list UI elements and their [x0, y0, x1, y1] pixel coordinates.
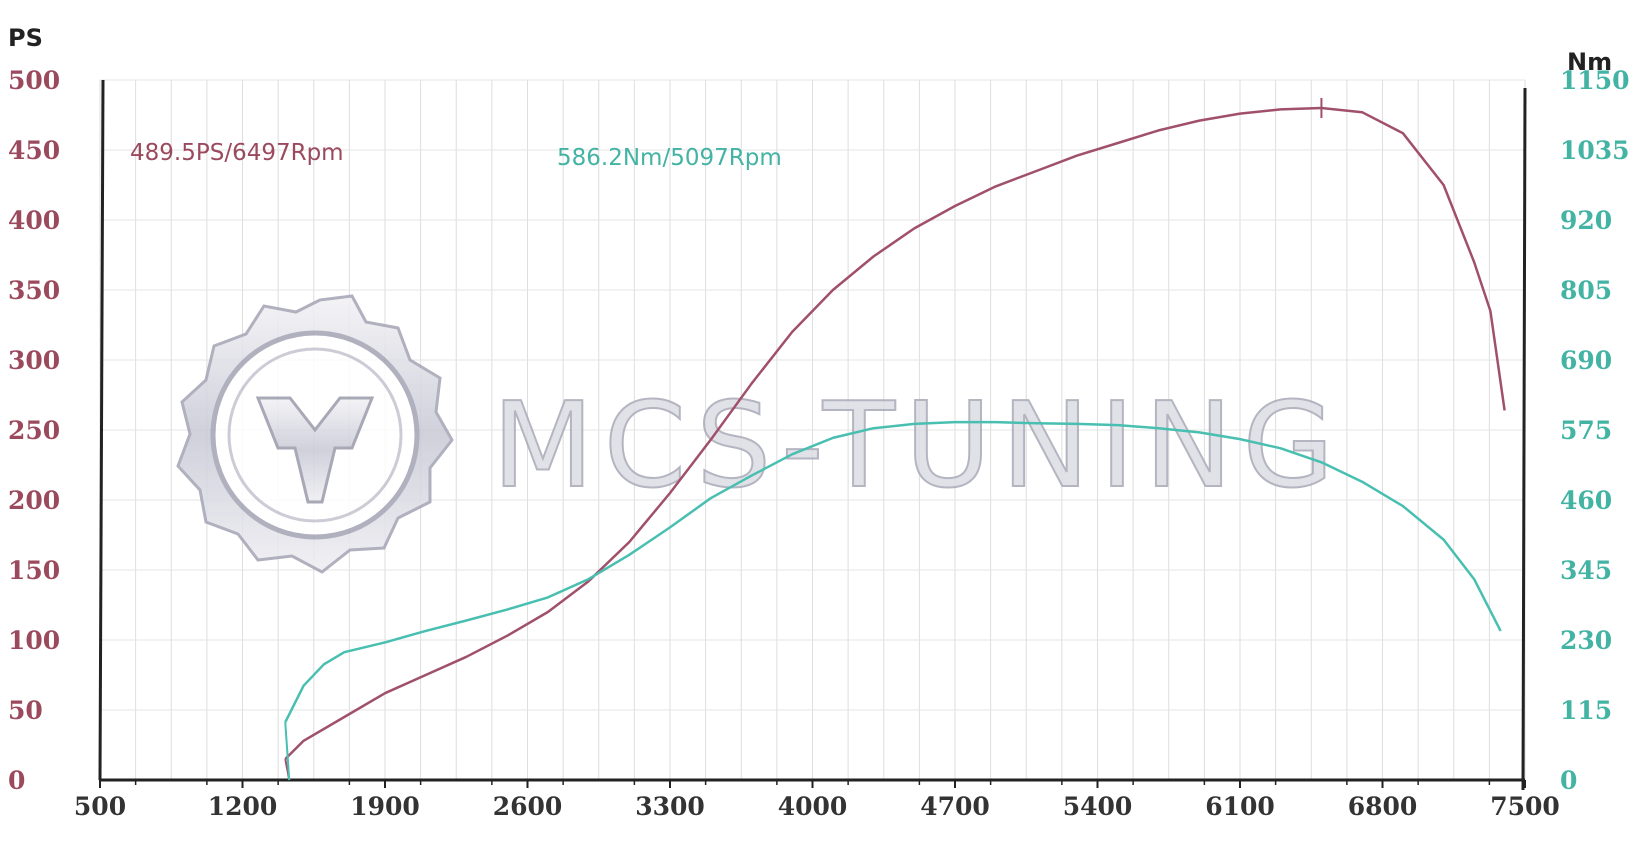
x-tick-label: 2600 [493, 792, 563, 821]
left-tick-label: 400 [8, 206, 60, 235]
right-axis-unit: Nm [1567, 48, 1612, 76]
watermark: MCS-TUNING [176, 294, 1344, 574]
right-tick-label: 1035 [1560, 136, 1630, 165]
left-axis-unit: PS [8, 24, 43, 52]
right-tick-label: 345 [1560, 556, 1612, 585]
right-tick-label: 690 [1560, 346, 1612, 375]
left-tick-label: 450 [8, 136, 60, 165]
right-tick-label: 1150 [1560, 66, 1630, 95]
power-curve [284, 106, 1506, 760]
x-tick-label: 4700 [920, 792, 990, 821]
left-tick-label: 250 [8, 416, 60, 445]
x-tick-label: 4000 [778, 792, 848, 821]
torque-curve [284, 420, 1502, 723]
torque-curve-start-leg [284, 722, 291, 781]
x-ticks: 500 1200 1900 2600 3300 4000 4700 5400 6100 6800 7… [74, 780, 1560, 821]
torque-peak-annotation: 586.2Nm/5097Rpm [557, 145, 782, 171]
right-tick-label: 920 [1560, 206, 1612, 235]
x-tick-label: 1200 [208, 792, 278, 821]
left-tick-label: 100 [8, 626, 60, 655]
right-tick-label: 0 [1560, 766, 1577, 795]
right-tick-label: 575 [1560, 416, 1612, 445]
right-tick-label: 230 [1560, 626, 1612, 655]
left-tick-label: 300 [8, 346, 60, 375]
right-y-ticks: 0 115 230 345 460 575 690 805 920 1035 1150 [1560, 66, 1630, 795]
left-axis-line [98, 79, 105, 781]
left-tick-label: 150 [8, 556, 60, 585]
x-tick-label: 6800 [1348, 792, 1418, 821]
gear-logo-icon [176, 294, 454, 574]
right-tick-label: 460 [1560, 486, 1612, 515]
right-tick-label: 115 [1560, 696, 1612, 725]
grid [99, 79, 1526, 781]
x-tick-label: 500 [74, 792, 126, 821]
power-peak-annotation: 489.5PS/6497Rpm [130, 140, 344, 166]
right-tick-label: 805 [1560, 276, 1612, 305]
left-tick-label: 50 [8, 696, 43, 725]
x-tick-label: 7500 [1490, 792, 1560, 821]
left-tick-label: 200 [8, 486, 60, 515]
x-tick-label: 3300 [635, 792, 705, 821]
watermark-text: MCS-TUNING [492, 376, 1344, 514]
x-tick-label: 6100 [1205, 792, 1275, 821]
left-tick-label: 500 [8, 66, 60, 95]
left-tick-label: 0 [8, 766, 25, 795]
left-tick-label: 350 [8, 276, 60, 305]
x-tick-label: 1900 [350, 792, 420, 821]
series-layer [284, 98, 1506, 781]
x-tick-label: 5400 [1063, 792, 1133, 821]
left-y-ticks: 0 50 100 150 200 250 300 350 400 450 500 [8, 66, 60, 795]
right-axis-line [1521, 87, 1527, 791]
